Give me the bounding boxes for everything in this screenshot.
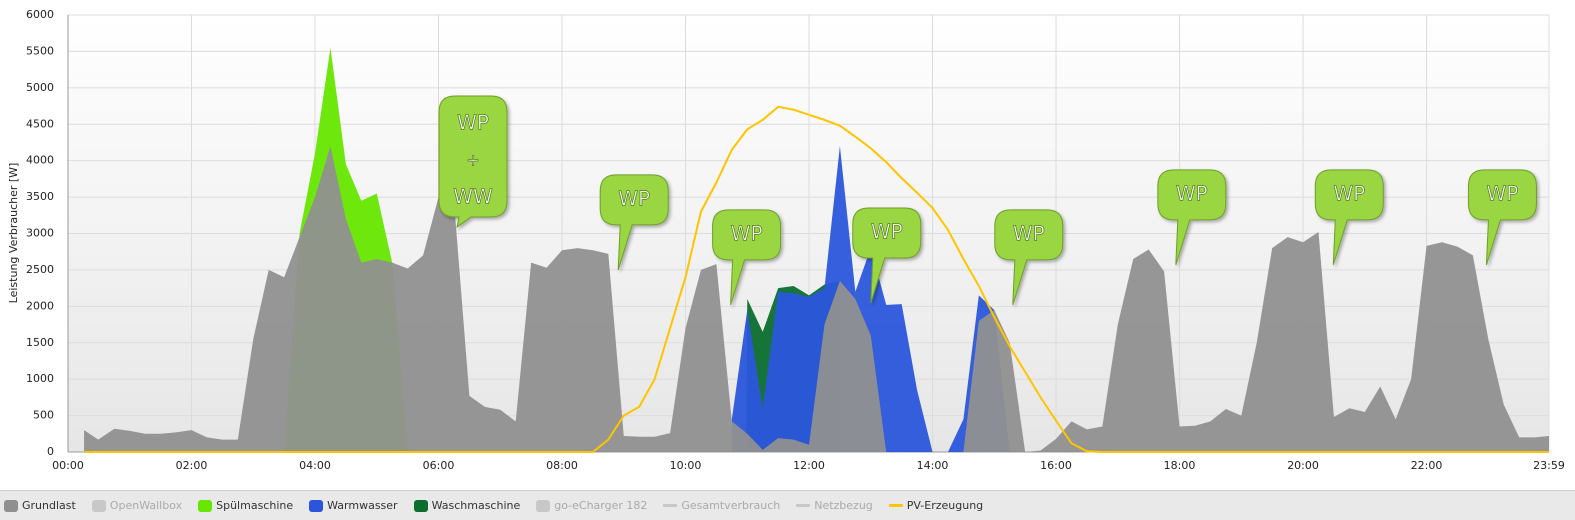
annotation-bubble	[712, 209, 782, 306]
y-tick-label: 5000	[26, 81, 54, 94]
legend-item[interactable]: Grundlast	[4, 499, 76, 512]
legend-swatch	[796, 504, 811, 507]
x-tick-label: 06:00	[423, 459, 455, 472]
x-tick-label: 18:00	[1164, 459, 1196, 472]
y-tick-label: 3000	[26, 227, 54, 240]
annotation-bubble	[1314, 169, 1384, 265]
annotation: WP	[852, 207, 922, 304]
legend-label: OpenWallbox	[109, 499, 183, 512]
x-tick-label: 20:00	[1287, 459, 1319, 472]
y-tick-label: 0	[47, 445, 54, 458]
legend-swatch	[663, 504, 678, 507]
annotation-text: WP	[731, 221, 763, 245]
chart: Leistung Verbraucher [W] 0 500 1000 1500 200…	[7, 8, 1565, 472]
x-tick-label: 14:00	[917, 459, 949, 472]
legend-label: Waschmaschine	[431, 499, 521, 512]
x-tick-label: 08:00	[546, 459, 578, 472]
legend-label: Spülmaschine	[216, 499, 294, 512]
legend: Grundlast OpenWallbox Spülmaschine Warmwass…	[0, 490, 1575, 520]
legend-item[interactable]: Spülmaschine	[198, 499, 293, 512]
annotation-bubble	[599, 174, 669, 271]
y-tick-label: 1000	[26, 372, 54, 385]
legend-swatch	[198, 499, 213, 512]
x-tick-label: 16:00	[1040, 459, 1072, 472]
annotation: WP	[994, 209, 1064, 306]
y-tick-label: 1500	[26, 336, 54, 349]
annotation-bubble	[1157, 169, 1227, 265]
x-tick-label: 23:59	[1533, 459, 1565, 472]
annotation-bubble	[994, 209, 1064, 306]
y-tick-label: 3500	[26, 190, 54, 203]
annotation: WP	[1314, 169, 1384, 265]
x-tick-label: 00:00	[52, 459, 84, 472]
annotation: WP + WW	[438, 95, 508, 229]
legend-item[interactable]: Warmwasser	[309, 499, 398, 512]
y-tick-label: 500	[33, 409, 54, 422]
legend-item[interactable]: Netzbezug	[796, 499, 873, 512]
annotation-text: WP	[1176, 181, 1208, 205]
legend-swatch	[309, 499, 324, 512]
legend-swatch	[536, 499, 551, 512]
y-tick-label: 4500	[26, 117, 54, 130]
line-series	[84, 105, 1549, 453]
legend-swatch	[888, 504, 903, 507]
legend-label: Grundlast	[22, 499, 76, 512]
y-tick-label: 2000	[26, 299, 54, 312]
annotation: WP	[1157, 169, 1227, 265]
annotation-bubble	[1467, 169, 1537, 265]
annotation-text: WP	[871, 220, 903, 244]
y-tick-label: 5500	[26, 44, 54, 57]
legend-item[interactable]: PV-Erzeugung	[888, 499, 984, 512]
legend-label: Netzbezug	[814, 499, 873, 512]
annotation-text: WP	[457, 110, 489, 134]
x-tick-label: 10:00	[670, 459, 702, 472]
annotation: WP	[599, 174, 669, 271]
y-tick-label: 4000	[26, 154, 54, 167]
annotation-text: WP	[618, 186, 650, 210]
x-tick-label: 04:00	[299, 459, 331, 472]
y-tick-label: 2500	[26, 263, 54, 276]
legend-item[interactable]: OpenWallbox	[91, 499, 183, 512]
annotation: WP	[1467, 169, 1537, 265]
legend-label: Warmwasser	[327, 499, 398, 512]
annotation-text: +	[466, 150, 479, 169]
annotation-text: WP	[1013, 221, 1045, 245]
area-series	[84, 146, 1549, 452]
annotation-text: WP	[1487, 181, 1519, 205]
annotation-bubble	[438, 95, 508, 229]
legend-label: Gesamtverbrauch	[681, 499, 781, 512]
y-axis-label: Leistung Verbraucher [W]	[7, 163, 20, 304]
legend-swatch	[4, 499, 18, 512]
annotation-bubble	[852, 207, 922, 304]
legend-item[interactable]: go-eCharger 182	[536, 499, 647, 512]
legend-swatch	[91, 499, 106, 512]
x-tick-label: 12:00	[793, 459, 825, 472]
annotation-text: WW	[453, 184, 493, 208]
legend-swatch	[413, 499, 428, 512]
legend-item[interactable]: Waschmaschine	[413, 499, 521, 512]
y-tick-label: 6000	[26, 8, 54, 21]
x-tick-label: 22:00	[1411, 459, 1443, 472]
legend-label: go-eCharger 182	[554, 499, 648, 512]
legend-label: PV-Erzeugung	[906, 499, 984, 512]
x-tick-label: 02:00	[176, 459, 208, 472]
legend-item[interactable]: Gesamtverbrauch	[663, 499, 780, 512]
annotation-text: WP	[1333, 181, 1365, 205]
annotation: WP	[712, 209, 782, 306]
